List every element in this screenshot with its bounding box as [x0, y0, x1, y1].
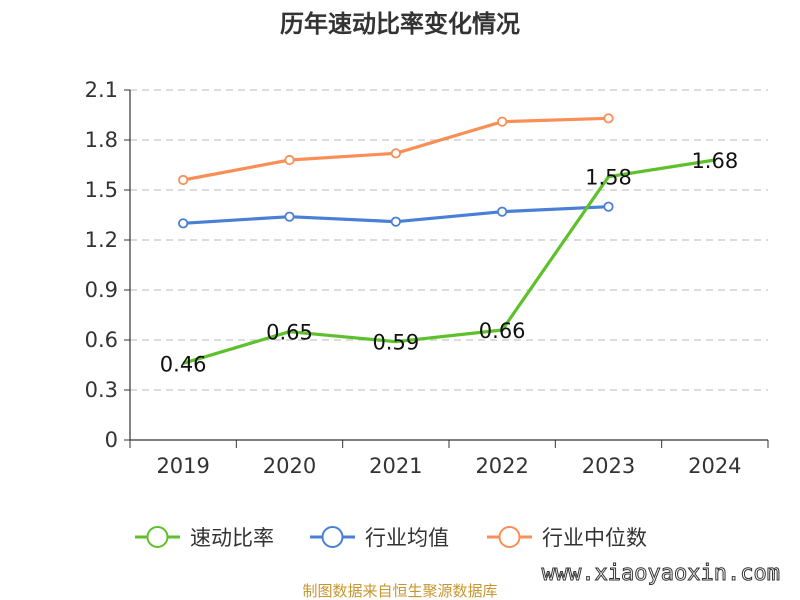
y-tick-label: 0 [105, 428, 118, 452]
legend-label: 行业均值 [365, 526, 449, 550]
series-lines [178, 113, 716, 365]
axes: 0 0.3 0.6 0.9 1.2 1.5 1.8 2.1 2019 2020 2021 2022 20… [85, 78, 769, 478]
data-point [497, 116, 508, 127]
data-point [178, 174, 189, 186]
data-labels: 0.46 0.65 0.59 0.66 1.58 1.68 [160, 149, 738, 376]
y-tick-label: 0.3 [85, 378, 118, 402]
legend-item[interactable]: 行业均值 [310, 526, 449, 550]
x-tick-label: 2022 [475, 454, 528, 478]
legend-marker [146, 526, 169, 548]
x-tick-label: 2019 [156, 454, 209, 478]
x-tick-label: 2024 [688, 454, 741, 478]
source-note: 制图数据来自恒生聚源数据库 [302, 582, 497, 600]
x-tick-label: 2023 [582, 454, 635, 478]
data-label: 0.46 [160, 352, 207, 376]
data-label: 0.65 [266, 321, 313, 345]
data-point [603, 201, 614, 212]
y-tick-label: 0.9 [85, 278, 118, 302]
gridlines [130, 89, 768, 391]
legend-label: 速动比率 [190, 526, 274, 550]
series-line [182, 158, 716, 365]
data-label: 1.68 [691, 149, 738, 173]
data-label: 0.59 [372, 331, 419, 355]
legend-marker [321, 526, 344, 548]
legend-marker [498, 526, 521, 548]
y-tick-label: 1.5 [85, 178, 118, 202]
data-point [497, 206, 508, 217]
y-tick-label: 2.1 [85, 78, 118, 102]
legend-label: 行业中位数 [542, 526, 647, 550]
data-point [284, 211, 295, 222]
data-point [390, 148, 401, 159]
x-tick-label: 2020 [263, 454, 316, 478]
x-tick-label: 2021 [369, 454, 422, 478]
y-tick-label: 1.8 [85, 128, 118, 152]
y-tick-label: 1.2 [85, 228, 118, 252]
data-label: 0.66 [479, 319, 526, 343]
data-label: 1.58 [585, 166, 632, 190]
legend-item[interactable]: 行业中位数 [487, 526, 647, 550]
data-point [178, 218, 189, 229]
data-point [603, 113, 614, 124]
legend[interactable]: 速动比率 行业均值 行业中位数 [135, 526, 647, 550]
legend-item[interactable]: 速动比率 [135, 526, 274, 550]
y-tick-label: 0.6 [85, 328, 118, 352]
watermark: www.xiaoyaoxin.com [542, 561, 780, 586]
data-point [284, 154, 295, 166]
chart-title: 历年速动比率变化情况 [280, 10, 520, 38]
data-point [390, 216, 401, 227]
